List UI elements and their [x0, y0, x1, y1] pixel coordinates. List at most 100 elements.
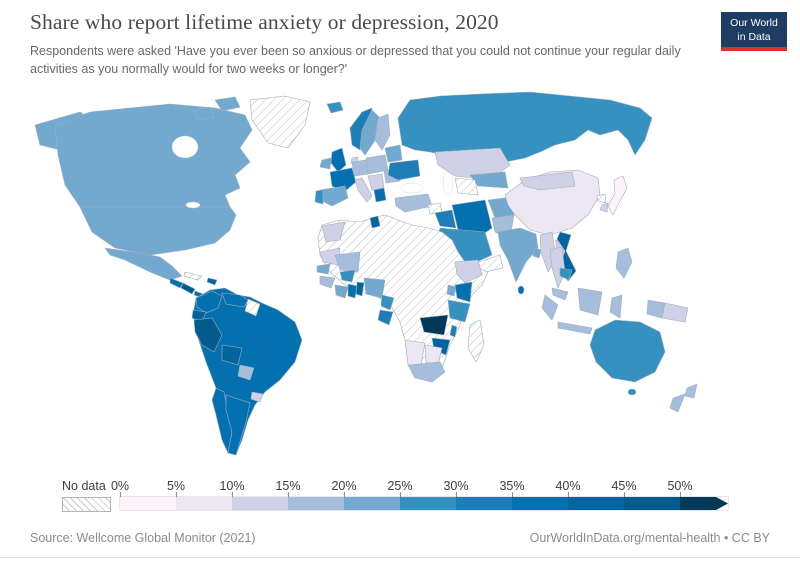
country-south-korea[interactable]	[599, 202, 609, 213]
country-uganda[interactable]	[446, 284, 457, 297]
country-guatemala[interactable]	[169, 277, 184, 289]
legend-tick-label: 30%	[443, 479, 469, 493]
country-belarus[interactable]	[384, 144, 403, 163]
country-bangladesh[interactable]	[532, 247, 542, 259]
country-balkans[interactable]	[367, 173, 385, 191]
country-ukraine[interactable]	[387, 159, 421, 181]
country-papua-new-guinea[interactable]	[661, 302, 689, 323]
legend-tick-mark	[344, 492, 345, 497]
country-indonesia-java[interactable]	[557, 321, 593, 335]
country-new-zealand-south[interactable]	[669, 393, 686, 413]
legend-segment[interactable]	[400, 497, 456, 510]
country-sweden[interactable]	[359, 109, 381, 156]
country-senegal[interactable]	[316, 263, 331, 275]
country-colombia[interactable]	[195, 290, 223, 314]
country-india[interactable]	[497, 227, 539, 283]
country-iraq[interactable]	[434, 209, 457, 229]
country-cameroon[interactable]	[380, 294, 395, 311]
map-legend: No data 0% 5% 10% 15% 20% 25% 30% 35% 40% 45% 50%	[0, 478, 800, 518]
country-guyana-suriname[interactable]	[244, 298, 261, 317]
country-chile[interactable]	[211, 387, 233, 454]
country-indonesia-borneo[interactable]	[577, 287, 603, 316]
country-united-kingdom[interactable]	[330, 147, 347, 173]
country-ivory-coast[interactable]	[334, 284, 349, 299]
bottom-rule	[0, 557, 800, 558]
country-ireland[interactable]	[319, 157, 332, 170]
country-portugal[interactable]	[314, 189, 324, 205]
country-ghana[interactable]	[347, 283, 358, 299]
country-tanzania[interactable]	[447, 299, 471, 323]
country-ethiopia[interactable]	[454, 259, 483, 284]
country-turkey[interactable]	[394, 193, 433, 213]
legend-segment[interactable]	[568, 497, 624, 510]
country-tunisia[interactable]	[369, 215, 381, 229]
country-mauritania[interactable]	[319, 247, 341, 266]
country-mongolia[interactable]	[519, 171, 576, 191]
country-malaysia[interactable]	[551, 287, 569, 301]
country-guinea[interactable]	[319, 275, 336, 289]
country-sri-lanka[interactable]	[517, 285, 525, 295]
country-bolivia[interactable]	[221, 344, 243, 366]
country-gabon-congo[interactable]	[377, 309, 394, 326]
legend-tick-label: 25%	[387, 479, 413, 493]
country-south-africa[interactable]	[407, 361, 446, 383]
legend-segment[interactable]	[512, 497, 568, 510]
country-venezuela[interactable]	[221, 292, 249, 308]
country-argentina[interactable]	[225, 394, 251, 456]
country-russia[interactable]	[397, 91, 653, 163]
country-mali[interactable]	[334, 251, 361, 273]
legend-segment[interactable]	[456, 497, 512, 510]
legend-tick-label: 45%	[611, 479, 637, 493]
country-morocco[interactable]	[321, 221, 346, 243]
country-paraguay[interactable]	[237, 364, 255, 381]
country-germany[interactable]	[351, 159, 369, 177]
country-finland[interactable]	[374, 113, 391, 151]
country-canada[interactable]	[54, 103, 253, 208]
owid-logo[interactable]: Our World in Data	[721, 12, 787, 52]
country-iceland[interactable]	[326, 101, 344, 114]
legend-segment[interactable]	[120, 497, 176, 510]
legend-tick-label: 10%	[219, 479, 245, 493]
country-thailand[interactable]	[549, 246, 566, 289]
country-indonesia-sulawesi[interactable]	[609, 294, 623, 319]
country-madagascar[interactable]	[467, 319, 485, 363]
country-australia-tasmania[interactable]	[627, 388, 637, 396]
country-turkmenistan[interactable]	[454, 177, 479, 196]
country-malawi[interactable]	[449, 324, 458, 338]
country-peru[interactable]	[193, 317, 223, 353]
country-north-korea[interactable]	[596, 193, 607, 204]
legend-segment[interactable]	[232, 497, 288, 510]
country-new-zealand-north[interactable]	[684, 383, 698, 399]
legend-segment[interactable]	[288, 497, 344, 510]
country-uruguay[interactable]	[250, 391, 264, 403]
legend-segment[interactable]	[344, 497, 400, 510]
country-zambia[interactable]	[419, 314, 449, 336]
legend-segment[interactable]	[176, 497, 232, 510]
country-cuba[interactable]	[183, 271, 203, 281]
country-italy[interactable]	[354, 177, 373, 203]
country-benin[interactable]	[355, 281, 365, 297]
country-canada-arctic-islands[interactable]	[194, 106, 215, 121]
country-dominican-republic[interactable]	[206, 277, 218, 286]
country-greece[interactable]	[373, 187, 387, 203]
country-nicaragua[interactable]	[180, 282, 196, 295]
legend-segment[interactable]	[680, 497, 728, 510]
country-poland[interactable]	[365, 154, 389, 175]
country-indonesia-sumatra[interactable]	[541, 294, 559, 321]
country-canada-arctic-islands[interactable]	[214, 96, 241, 112]
country-greenland[interactable]	[249, 95, 311, 149]
legend-segment[interactable]	[624, 497, 680, 510]
country-burkina-faso[interactable]	[339, 269, 356, 283]
country-france[interactable]	[329, 167, 357, 193]
country-philippines[interactable]	[615, 247, 633, 279]
country-mexico[interactable]	[104, 247, 183, 281]
country-kenya[interactable]	[454, 281, 473, 303]
attribution-link[interactable]: OurWorldInData.org/mental-health • CC BY	[529, 531, 770, 545]
no-data-swatch[interactable]	[62, 497, 111, 512]
country-australia[interactable]	[589, 319, 666, 383]
country-japan[interactable]	[607, 175, 628, 216]
country-united-states[interactable]	[79, 206, 237, 256]
page-subtitle: Respondents were asked 'Have you ever be…	[30, 44, 681, 77]
country-cambodia[interactable]	[559, 267, 573, 281]
country-spain[interactable]	[319, 185, 349, 207]
